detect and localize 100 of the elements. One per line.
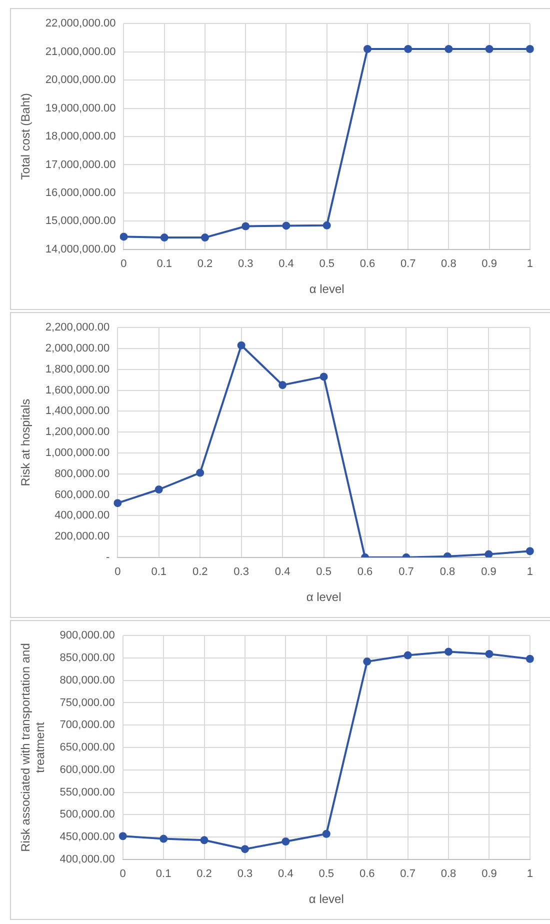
x-tick-label: 0.6 bbox=[357, 566, 373, 578]
point bbox=[526, 654, 534, 663]
x-tick-label: 0.9 bbox=[482, 868, 497, 880]
x-axis-title: α level bbox=[306, 590, 342, 604]
y-tick-label: 1,800,000.00 bbox=[45, 363, 110, 376]
y-axis-title: Risk associated with transportation and treatment bbox=[18, 643, 47, 852]
y-tick-label: 2,200,000.00 bbox=[45, 322, 110, 334]
x-tick-label: 1 bbox=[526, 258, 534, 270]
point bbox=[282, 222, 290, 230]
y-tick-label: 450,000.00 bbox=[60, 831, 115, 844]
point bbox=[200, 234, 209, 242]
x-tick-label: 0.9 bbox=[482, 258, 497, 270]
y-tick-label: 750,000.00 bbox=[60, 696, 115, 709]
x-tick-label: 0.1 bbox=[156, 868, 172, 880]
y-tick-label: 650,000.00 bbox=[60, 742, 115, 754]
y-tick-label: 14,000,000.00 bbox=[45, 243, 116, 256]
point bbox=[322, 830, 330, 838]
point bbox=[160, 234, 168, 242]
x-tick-label: 0.6 bbox=[360, 258, 376, 270]
point bbox=[200, 836, 208, 844]
x-tick-label: 0 bbox=[120, 258, 127, 270]
y-tick-label: 400,000.00 bbox=[54, 510, 110, 522]
x-tick-label: 0.3 bbox=[234, 566, 249, 578]
point bbox=[404, 651, 412, 660]
x-tick-label: 0 bbox=[120, 868, 126, 880]
y-tick-label: 21,000,000.00 bbox=[45, 46, 116, 58]
point bbox=[322, 221, 331, 230]
y-tick-label: 800,000.00 bbox=[54, 468, 110, 480]
y-tick-label: 700,000.00 bbox=[60, 719, 115, 732]
y-tick-label: 15,000,000.00 bbox=[45, 215, 116, 228]
x-tick-label: 0.2 bbox=[197, 258, 213, 270]
x-tick-label: 0.2 bbox=[192, 566, 208, 578]
x-tick-label: 0.7 bbox=[400, 868, 416, 880]
x-tick-label: 0.5 bbox=[319, 258, 334, 270]
x-tick-label: 0.5 bbox=[316, 566, 332, 578]
y-tick-label: 22,000,000.00 bbox=[45, 18, 116, 30]
y-tick-label: 1,600,000.00 bbox=[45, 384, 110, 396]
point bbox=[320, 372, 328, 381]
x-tick-label: 0.1 bbox=[151, 566, 167, 578]
y-tick-label: 16,000,000.00 bbox=[45, 186, 116, 199]
x-tick-label: 0 bbox=[114, 566, 121, 578]
point bbox=[404, 45, 412, 54]
x-tick-label: 0.9 bbox=[481, 566, 496, 578]
x-tick-label: 0.4 bbox=[278, 258, 294, 270]
point bbox=[485, 45, 494, 54]
point bbox=[278, 381, 287, 390]
y-tick-label: 550,000.00 bbox=[60, 786, 115, 798]
x-tick-label: 0.8 bbox=[440, 868, 456, 880]
y-axis-title: Risk at hospitals bbox=[18, 398, 33, 486]
x-tick-label: 0.8 bbox=[440, 566, 456, 578]
y-tick-label: 850,000.00 bbox=[60, 652, 115, 664]
y-tick-label: 19,000,000.00 bbox=[45, 102, 116, 114]
point bbox=[242, 222, 250, 230]
x-tick-label: 0.1 bbox=[156, 258, 172, 270]
point bbox=[444, 648, 453, 656]
point bbox=[444, 45, 453, 54]
x-tick-label: 0.7 bbox=[398, 566, 414, 578]
point bbox=[160, 834, 168, 843]
x-tick-label: 0.3 bbox=[238, 258, 254, 270]
y-tick-label: 400,000.00 bbox=[60, 853, 115, 866]
y-axis-title: Total cost (Baht) bbox=[18, 93, 33, 180]
point bbox=[118, 832, 127, 840]
point bbox=[282, 837, 290, 846]
x-tick-label: 0.2 bbox=[196, 868, 212, 880]
x-tick-label: 0.4 bbox=[278, 868, 294, 880]
point bbox=[154, 486, 163, 494]
x-tick-label: 0.3 bbox=[237, 868, 253, 880]
y-tick-label: 200,000.00 bbox=[54, 530, 110, 543]
x-tick-label: 0.6 bbox=[359, 868, 375, 880]
x-tick-label: 0.7 bbox=[400, 258, 416, 270]
y-tick-label: 20,000,000.00 bbox=[45, 74, 116, 86]
x-tick-label: 0.8 bbox=[441, 258, 456, 270]
point bbox=[526, 547, 534, 556]
y-tick-label: 900,000.00 bbox=[60, 630, 115, 642]
y-tick-label: 1,200,000.00 bbox=[45, 426, 110, 438]
x-axis-title: α level bbox=[308, 892, 344, 906]
y-tick-label: 600,000.00 bbox=[54, 488, 110, 501]
point bbox=[114, 499, 122, 508]
point bbox=[363, 45, 372, 54]
y-tick-label: 800,000.00 bbox=[60, 674, 115, 686]
y-tick-label: - bbox=[106, 551, 110, 564]
x-tick-label: 0.4 bbox=[274, 566, 290, 578]
y-tick-label: 500,000.00 bbox=[60, 808, 115, 821]
point bbox=[363, 658, 372, 666]
point bbox=[196, 468, 204, 477]
y-tick-label: 1,400,000.00 bbox=[45, 405, 110, 418]
y-tick-label: 17,000,000.00 bbox=[45, 158, 116, 171]
x-axis-title: α level bbox=[309, 282, 344, 296]
point bbox=[484, 550, 493, 558]
x-tick-label: 0.5 bbox=[318, 868, 334, 880]
point bbox=[485, 650, 494, 658]
y-tick-label: 600,000.00 bbox=[60, 764, 115, 776]
point bbox=[120, 232, 128, 241]
y-tick-label: 18,000,000.00 bbox=[45, 130, 116, 143]
x-tick-label: 1 bbox=[526, 566, 534, 578]
y-tick-label: 2,000,000.00 bbox=[45, 342, 110, 355]
y-tick-label: 1,000,000.00 bbox=[45, 446, 110, 459]
x-tick-label: 1 bbox=[526, 868, 534, 880]
point bbox=[240, 845, 249, 854]
point bbox=[237, 341, 246, 350]
